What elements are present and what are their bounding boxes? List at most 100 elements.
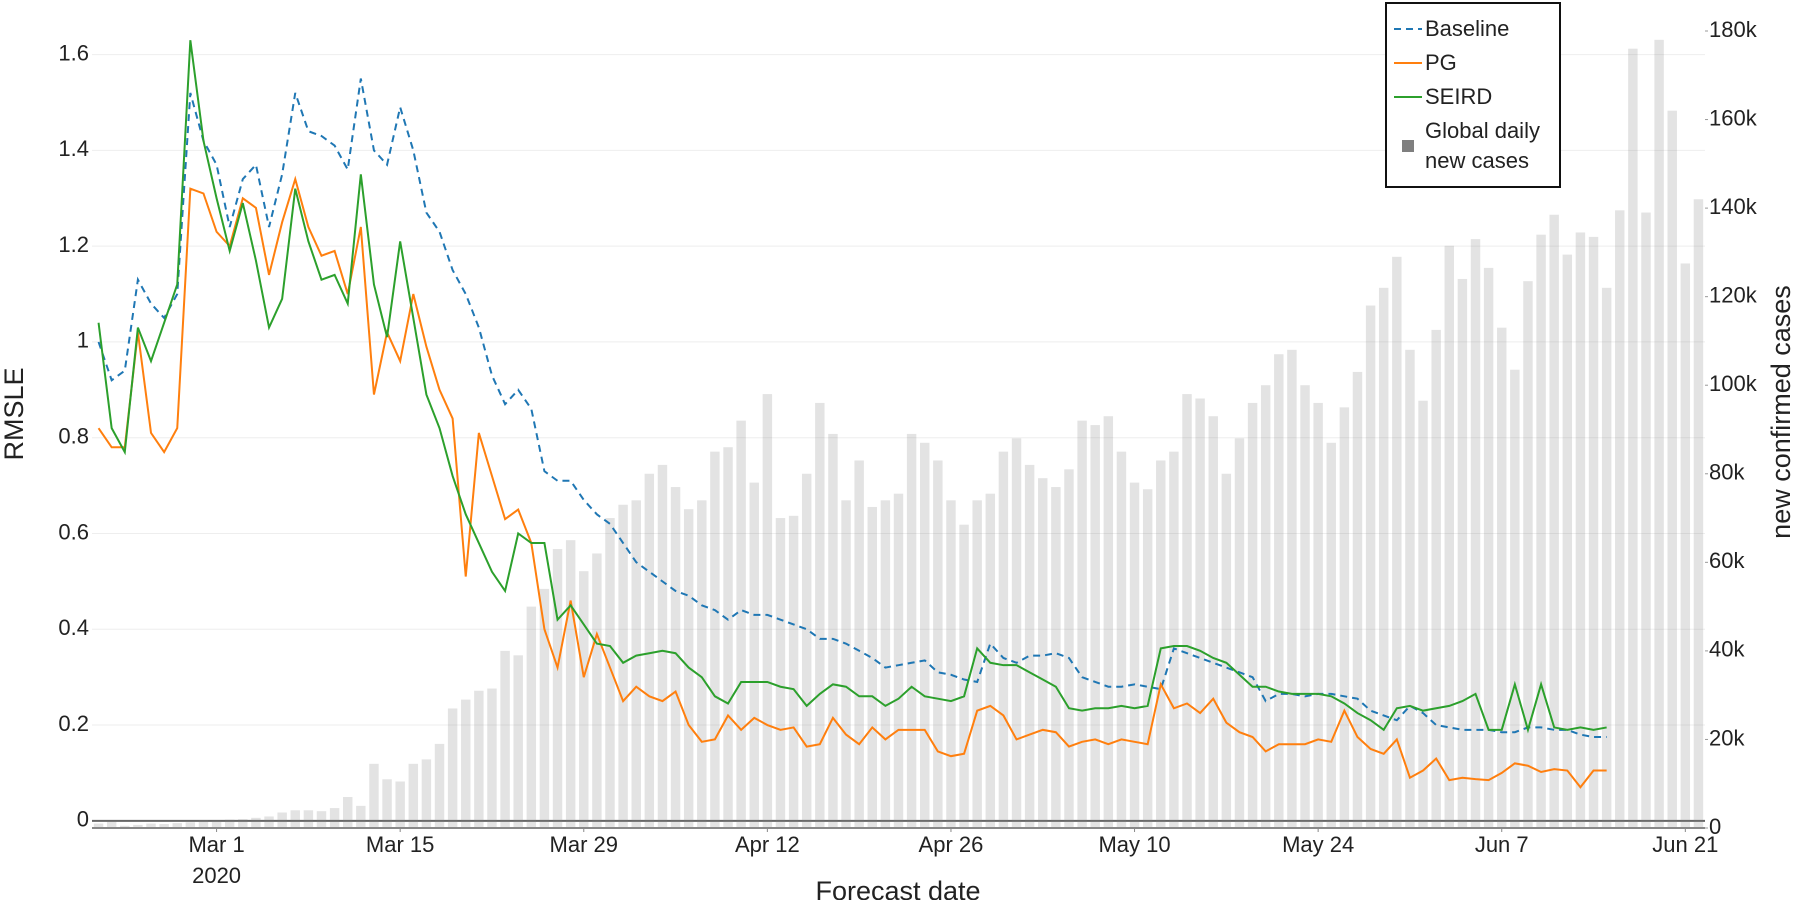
bar (1352, 371, 1363, 828)
bar (1431, 329, 1441, 828)
y2-tick-label: 160k (1709, 105, 1758, 130)
bar (1601, 287, 1612, 828)
y2-tick-label: 140k (1709, 194, 1758, 219)
bar (159, 824, 169, 828)
bar (1680, 263, 1691, 828)
bar (1247, 402, 1258, 828)
bar (1156, 460, 1166, 828)
bar (1195, 398, 1205, 828)
lines (97, 40, 1607, 789)
bar (906, 433, 917, 828)
legend-label: PG (1425, 50, 1457, 75)
bar (880, 500, 891, 828)
bar (120, 825, 130, 828)
bar (618, 504, 628, 828)
bar (421, 759, 432, 828)
legend-marker (1402, 140, 1414, 152)
bar (1693, 199, 1704, 828)
y-tick-label: 1 (77, 328, 89, 353)
bar (1129, 482, 1140, 828)
bar (867, 506, 877, 828)
bar (408, 763, 419, 828)
bar (1011, 438, 1022, 828)
bar (710, 451, 720, 828)
x-tick-year: 2020 (192, 863, 241, 888)
bar (1169, 451, 1179, 828)
bar (1615, 210, 1625, 828)
bar (1038, 478, 1048, 828)
legend-marker (1394, 96, 1422, 98)
bar (1274, 354, 1284, 828)
bar (211, 820, 222, 828)
bar (1641, 212, 1651, 828)
y2-tick-label: 180k (1709, 17, 1758, 42)
line-series (97, 40, 1607, 734)
bar (539, 588, 550, 828)
bar (552, 549, 563, 828)
y-tick-label: 0.4 (58, 615, 89, 640)
bar (1221, 473, 1232, 828)
bar (251, 817, 261, 828)
bar (342, 797, 353, 828)
bar (146, 823, 156, 828)
bar (1077, 420, 1087, 828)
y2-tick-label: 0 (1709, 814, 1721, 839)
bar (1654, 39, 1664, 828)
bar (1444, 245, 1455, 829)
bar (1588, 236, 1599, 828)
bar (972, 500, 982, 828)
bar (526, 606, 537, 828)
bar (1562, 254, 1573, 828)
bar (369, 763, 379, 828)
bar (185, 822, 196, 828)
bar (775, 518, 786, 828)
y-tick-label: 0.8 (58, 424, 89, 449)
bar (1457, 278, 1468, 828)
bar (1536, 234, 1546, 828)
legend-marker (1394, 62, 1422, 64)
bar (762, 394, 773, 828)
x-tick-label: May 10 (1098, 832, 1170, 857)
x-tick-label: Jun 21 (1652, 832, 1718, 857)
bar (329, 808, 340, 828)
bar (1549, 214, 1559, 828)
bar (1116, 451, 1127, 828)
bar (277, 812, 287, 828)
bar (1628, 48, 1638, 829)
bar (1208, 416, 1218, 828)
legend-marker (1394, 28, 1422, 30)
x-tick-label: Mar 15 (366, 832, 434, 857)
bar (1405, 349, 1415, 828)
y2-tick-label: 40k (1709, 637, 1745, 662)
y-tick-label: 1.6 (58, 40, 89, 65)
bar (1300, 385, 1310, 828)
bar (1510, 369, 1520, 828)
bar (434, 743, 445, 828)
bar (749, 482, 759, 828)
bar (1234, 438, 1245, 828)
bar (1378, 287, 1389, 828)
bar (1667, 110, 1677, 828)
bar (946, 500, 956, 828)
bar (893, 493, 904, 828)
y-tick-label: 1.4 (58, 136, 89, 161)
bar (1090, 425, 1100, 828)
y-tick-label: 0 (77, 807, 89, 832)
bar (854, 460, 864, 828)
bar (290, 810, 300, 828)
bar (224, 819, 235, 828)
x-tick-label: Mar 1 (188, 832, 244, 857)
x-tick-label: May 24 (1282, 832, 1354, 857)
bar (238, 819, 248, 828)
bar (1483, 267, 1494, 829)
legend-item: Global daily new cases (1391, 116, 1551, 176)
x-tick-label: Apr 12 (735, 832, 800, 857)
bar (93, 823, 104, 828)
bar (565, 540, 576, 828)
bar (959, 524, 969, 828)
bar (133, 824, 143, 828)
legend-label: Global daily new cases (1425, 118, 1540, 173)
bar (1575, 232, 1586, 828)
bar (1326, 442, 1336, 828)
